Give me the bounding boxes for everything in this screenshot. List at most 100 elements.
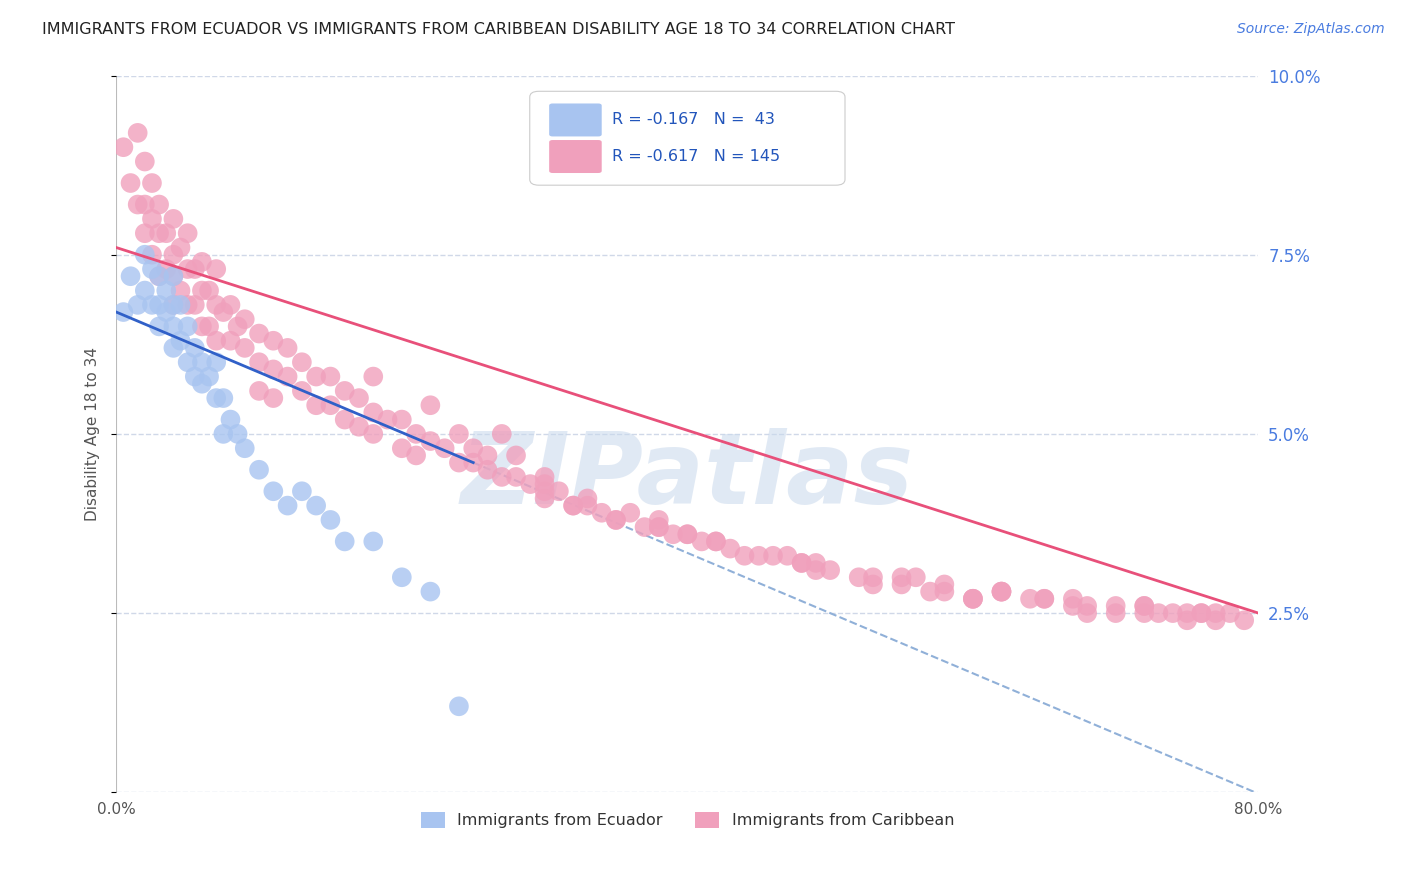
Point xyxy=(212,426,235,441)
Point xyxy=(491,470,513,484)
Point xyxy=(191,255,214,269)
Point xyxy=(191,376,214,391)
Point xyxy=(162,269,184,284)
Point xyxy=(718,541,741,556)
Point xyxy=(184,341,207,355)
Point xyxy=(591,506,613,520)
Point xyxy=(419,398,441,412)
Point xyxy=(862,577,884,591)
FancyBboxPatch shape xyxy=(530,91,845,186)
Text: Source: ZipAtlas.com: Source: ZipAtlas.com xyxy=(1237,22,1385,37)
Point xyxy=(576,491,599,506)
Point xyxy=(505,470,527,484)
Point xyxy=(262,362,284,376)
Point xyxy=(633,520,655,534)
Point xyxy=(134,154,156,169)
Point xyxy=(148,298,170,312)
Point xyxy=(1175,606,1198,620)
Point xyxy=(704,534,727,549)
Point xyxy=(262,391,284,405)
Point xyxy=(1189,606,1212,620)
Point xyxy=(477,449,499,463)
Point xyxy=(463,442,485,456)
Point xyxy=(804,563,827,577)
Point xyxy=(262,334,284,348)
Point xyxy=(1205,613,1227,627)
Point xyxy=(155,226,177,240)
Point xyxy=(333,412,356,426)
Point xyxy=(934,577,956,591)
Point xyxy=(619,506,641,520)
Point xyxy=(962,591,984,606)
Point xyxy=(1189,606,1212,620)
Point xyxy=(148,319,170,334)
Point xyxy=(184,262,207,277)
Point xyxy=(1233,613,1256,627)
Point xyxy=(920,584,942,599)
FancyBboxPatch shape xyxy=(550,103,602,136)
Point xyxy=(533,491,555,506)
Point xyxy=(734,549,756,563)
Point xyxy=(134,284,156,298)
Point xyxy=(205,391,228,405)
Point xyxy=(169,284,191,298)
Point xyxy=(247,326,270,341)
Point xyxy=(533,477,555,491)
Point xyxy=(648,520,671,534)
Point xyxy=(962,591,984,606)
Point xyxy=(141,211,163,226)
Point xyxy=(1076,599,1098,613)
Point xyxy=(219,298,242,312)
Point xyxy=(191,355,214,369)
Point xyxy=(333,534,356,549)
Point xyxy=(277,341,299,355)
Text: R = -0.167   N =  43: R = -0.167 N = 43 xyxy=(612,112,775,128)
Point xyxy=(447,426,470,441)
Text: ZIPatlas: ZIPatlas xyxy=(461,428,914,525)
Point xyxy=(361,405,384,419)
Point xyxy=(148,269,170,284)
Point xyxy=(533,484,555,499)
Point xyxy=(112,305,135,319)
Point xyxy=(169,298,191,312)
Point xyxy=(862,570,884,584)
Point xyxy=(198,319,221,334)
Point xyxy=(226,426,249,441)
Point xyxy=(962,591,984,606)
Point xyxy=(1133,606,1156,620)
Point xyxy=(1133,599,1156,613)
Point xyxy=(361,369,384,384)
Point xyxy=(112,140,135,154)
Point xyxy=(890,577,912,591)
Point xyxy=(155,305,177,319)
Point xyxy=(305,369,328,384)
Point xyxy=(277,499,299,513)
Point xyxy=(990,584,1012,599)
Point xyxy=(463,456,485,470)
Point xyxy=(277,369,299,384)
Point xyxy=(247,384,270,398)
Point xyxy=(848,570,870,584)
Point xyxy=(176,298,198,312)
Point xyxy=(305,398,328,412)
Point xyxy=(505,449,527,463)
Point xyxy=(704,534,727,549)
Point xyxy=(127,197,149,211)
Point xyxy=(319,398,342,412)
Point xyxy=(162,319,184,334)
Point xyxy=(291,355,314,369)
Point xyxy=(205,262,228,277)
Legend: Immigrants from Ecuador, Immigrants from Caribbean: Immigrants from Ecuador, Immigrants from… xyxy=(415,805,960,835)
Point xyxy=(391,570,413,584)
Point xyxy=(1019,591,1042,606)
Point xyxy=(347,391,370,405)
Point xyxy=(405,426,427,441)
Point xyxy=(134,248,156,262)
Point xyxy=(162,298,184,312)
Point xyxy=(1033,591,1056,606)
Point xyxy=(247,355,270,369)
Point xyxy=(662,527,685,541)
Point xyxy=(162,248,184,262)
Point xyxy=(1175,613,1198,627)
Point xyxy=(934,584,956,599)
